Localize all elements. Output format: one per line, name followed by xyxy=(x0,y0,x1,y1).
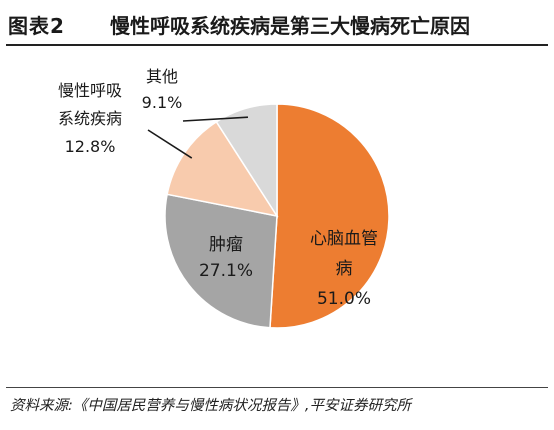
source-note: 资料来源:《中国居民营养与慢性病状况报告》,平安证券研究所 xyxy=(10,398,411,414)
figure-title: 慢性呼吸系统疾病是第三大慢病死亡原因 xyxy=(110,14,470,38)
slice-value-tumor: 27.1% xyxy=(199,261,253,281)
figure-header: 图表2 慢性呼吸系统疾病是第三大慢病死亡原因 xyxy=(0,0,554,48)
slice-value-other: 9.1% xyxy=(142,93,183,112)
leader-line-other xyxy=(182,116,248,122)
pie-slice-tumor xyxy=(164,193,278,329)
slice-value-respiratory: 12.8% xyxy=(65,137,116,156)
pie-slices xyxy=(164,103,390,329)
leader-line-respiratory xyxy=(147,129,193,159)
slice-label-other: 其他 xyxy=(146,67,178,86)
footer-rule xyxy=(6,387,548,388)
figure-number: 图表2 xyxy=(8,14,65,38)
slice-label-cardio: 病 xyxy=(336,259,353,279)
pie-slice-other xyxy=(215,103,278,219)
leader-lines xyxy=(147,116,248,159)
slice-value-cardio: 51.0% xyxy=(317,289,371,309)
slice-label-respiratory: 慢性呼吸 xyxy=(58,81,122,100)
slice-label-respiratory: 系统疾病 xyxy=(58,109,122,128)
pie-slice-cardio xyxy=(269,103,390,329)
slice-label-cardio: 心脑血管 xyxy=(310,229,378,249)
slice-label-tumor: 肿瘤 xyxy=(209,235,243,255)
header-rule xyxy=(6,44,548,46)
